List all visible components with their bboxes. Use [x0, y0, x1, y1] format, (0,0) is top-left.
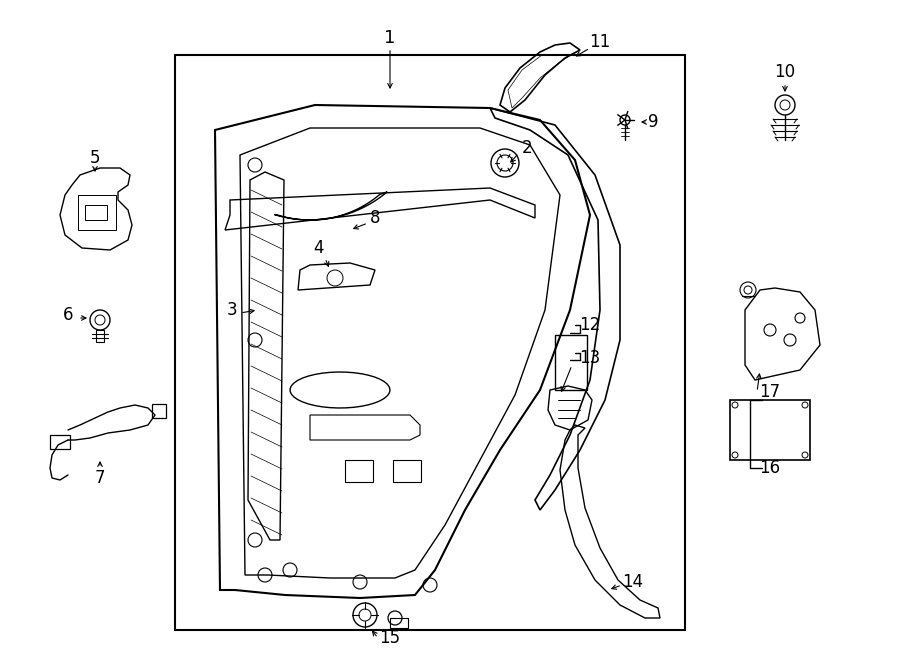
Text: 2: 2	[522, 139, 532, 157]
Bar	[345, 460, 373, 482]
Bar	[50, 435, 70, 449]
Text: 4: 4	[313, 239, 323, 257]
Text: 15: 15	[380, 629, 400, 647]
Text: 12: 12	[580, 316, 600, 334]
Text: 14: 14	[623, 573, 644, 591]
Bar	[85, 205, 107, 220]
Text: 7: 7	[94, 469, 105, 487]
Text: 16: 16	[760, 459, 780, 477]
Bar	[78, 195, 116, 230]
Text: 5: 5	[90, 149, 100, 167]
Bar	[730, 400, 810, 460]
Bar	[390, 618, 408, 628]
Bar	[555, 335, 587, 390]
Text: 3: 3	[227, 301, 238, 319]
Text: 17: 17	[760, 383, 780, 401]
Text: 11: 11	[590, 33, 610, 51]
Text: 1: 1	[384, 29, 396, 47]
Text: 13: 13	[580, 349, 600, 367]
Bar	[393, 460, 421, 482]
Text: 6: 6	[63, 306, 73, 324]
Text: 9: 9	[648, 113, 658, 131]
Bar	[96, 330, 104, 342]
Text: 10: 10	[774, 63, 796, 81]
Text: 8: 8	[370, 209, 380, 227]
Bar	[175, 55, 685, 630]
Bar	[152, 404, 166, 418]
